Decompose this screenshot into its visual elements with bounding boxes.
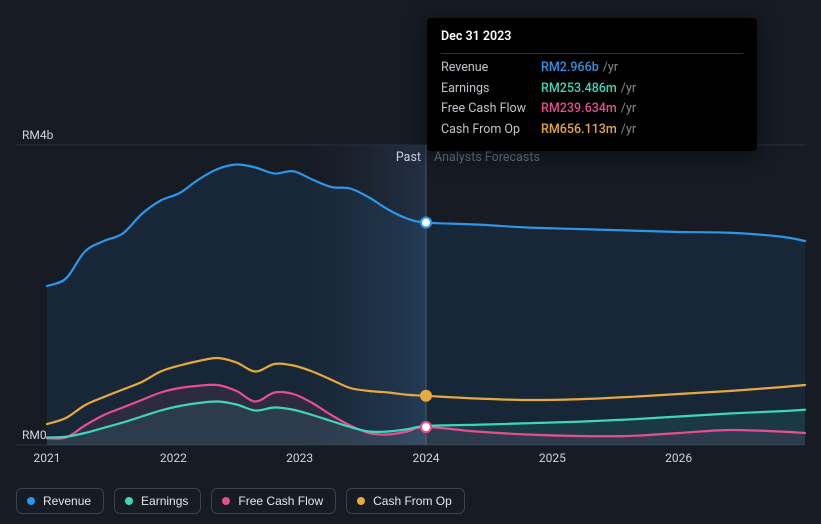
legend-item-earnings[interactable]: Earnings <box>114 488 201 514</box>
tooltip-row-label: Cash From Op <box>441 121 541 140</box>
chart-legend: Revenue Earnings Free Cash Flow Cash From O… <box>16 488 465 514</box>
x-axis-label: 2024 <box>413 451 440 465</box>
tooltip-row: Cash From OpRM656.113m/yr <box>441 120 743 141</box>
x-axis-label: 2023 <box>286 451 313 465</box>
legend-item-free_cash_flow[interactable]: Free Cash Flow <box>211 488 336 514</box>
tooltip-row: Free Cash FlowRM239.634m/yr <box>441 99 743 120</box>
tooltip-row-suffix: /yr <box>621 121 636 140</box>
tooltip-row-label: Revenue <box>441 59 541 78</box>
tooltip-row: EarningsRM253.486m/yr <box>441 79 743 100</box>
past-section-label: Past <box>396 150 421 165</box>
tooltip-row-value: RM2.966b <box>541 59 599 78</box>
legend-label: Earnings <box>141 494 188 508</box>
legend-item-revenue[interactable]: Revenue <box>16 488 104 514</box>
x-axis-label: 2022 <box>160 451 187 465</box>
legend-label: Revenue <box>43 494 91 508</box>
tooltip-row-label: Free Cash Flow <box>441 100 541 119</box>
legend-swatch <box>27 497 35 505</box>
tooltip-title: Dec 31 2023 <box>441 28 743 54</box>
legend-label: Cash From Op <box>373 494 452 508</box>
tooltip-row: RevenueRM2.966b/yr <box>441 58 743 79</box>
tooltip-row-value: RM656.113m <box>541 121 617 140</box>
y-axis-label: RM4b <box>22 128 53 142</box>
legend-swatch <box>125 497 133 505</box>
tooltip-row-suffix: /yr <box>621 80 636 99</box>
tooltip-row-suffix: /yr <box>603 59 618 78</box>
legend-swatch <box>357 497 365 505</box>
x-axis-label: 2021 <box>34 451 61 465</box>
legend-label: Free Cash Flow <box>238 494 323 508</box>
legend-swatch <box>222 497 230 505</box>
chart-tooltip: Dec 31 2023 RevenueRM2.966b/yrEarningsRM… <box>427 18 757 151</box>
chart-container: Past Analysts Forecasts Dec 31 2023 Reve… <box>0 0 821 524</box>
y-axis-label: RM0 <box>22 428 47 442</box>
tooltip-row-value: RM239.634m <box>541 100 617 119</box>
x-axis-label: 2025 <box>539 451 566 465</box>
tooltip-row-value: RM253.486m <box>541 80 617 99</box>
forecast-section-label: Analysts Forecasts <box>434 150 540 165</box>
legend-item-cash_from_op[interactable]: Cash From Op <box>346 488 465 514</box>
tooltip-row-suffix: /yr <box>621 100 636 119</box>
x-axis-label: 2026 <box>665 451 692 465</box>
tooltip-row-label: Earnings <box>441 80 541 99</box>
